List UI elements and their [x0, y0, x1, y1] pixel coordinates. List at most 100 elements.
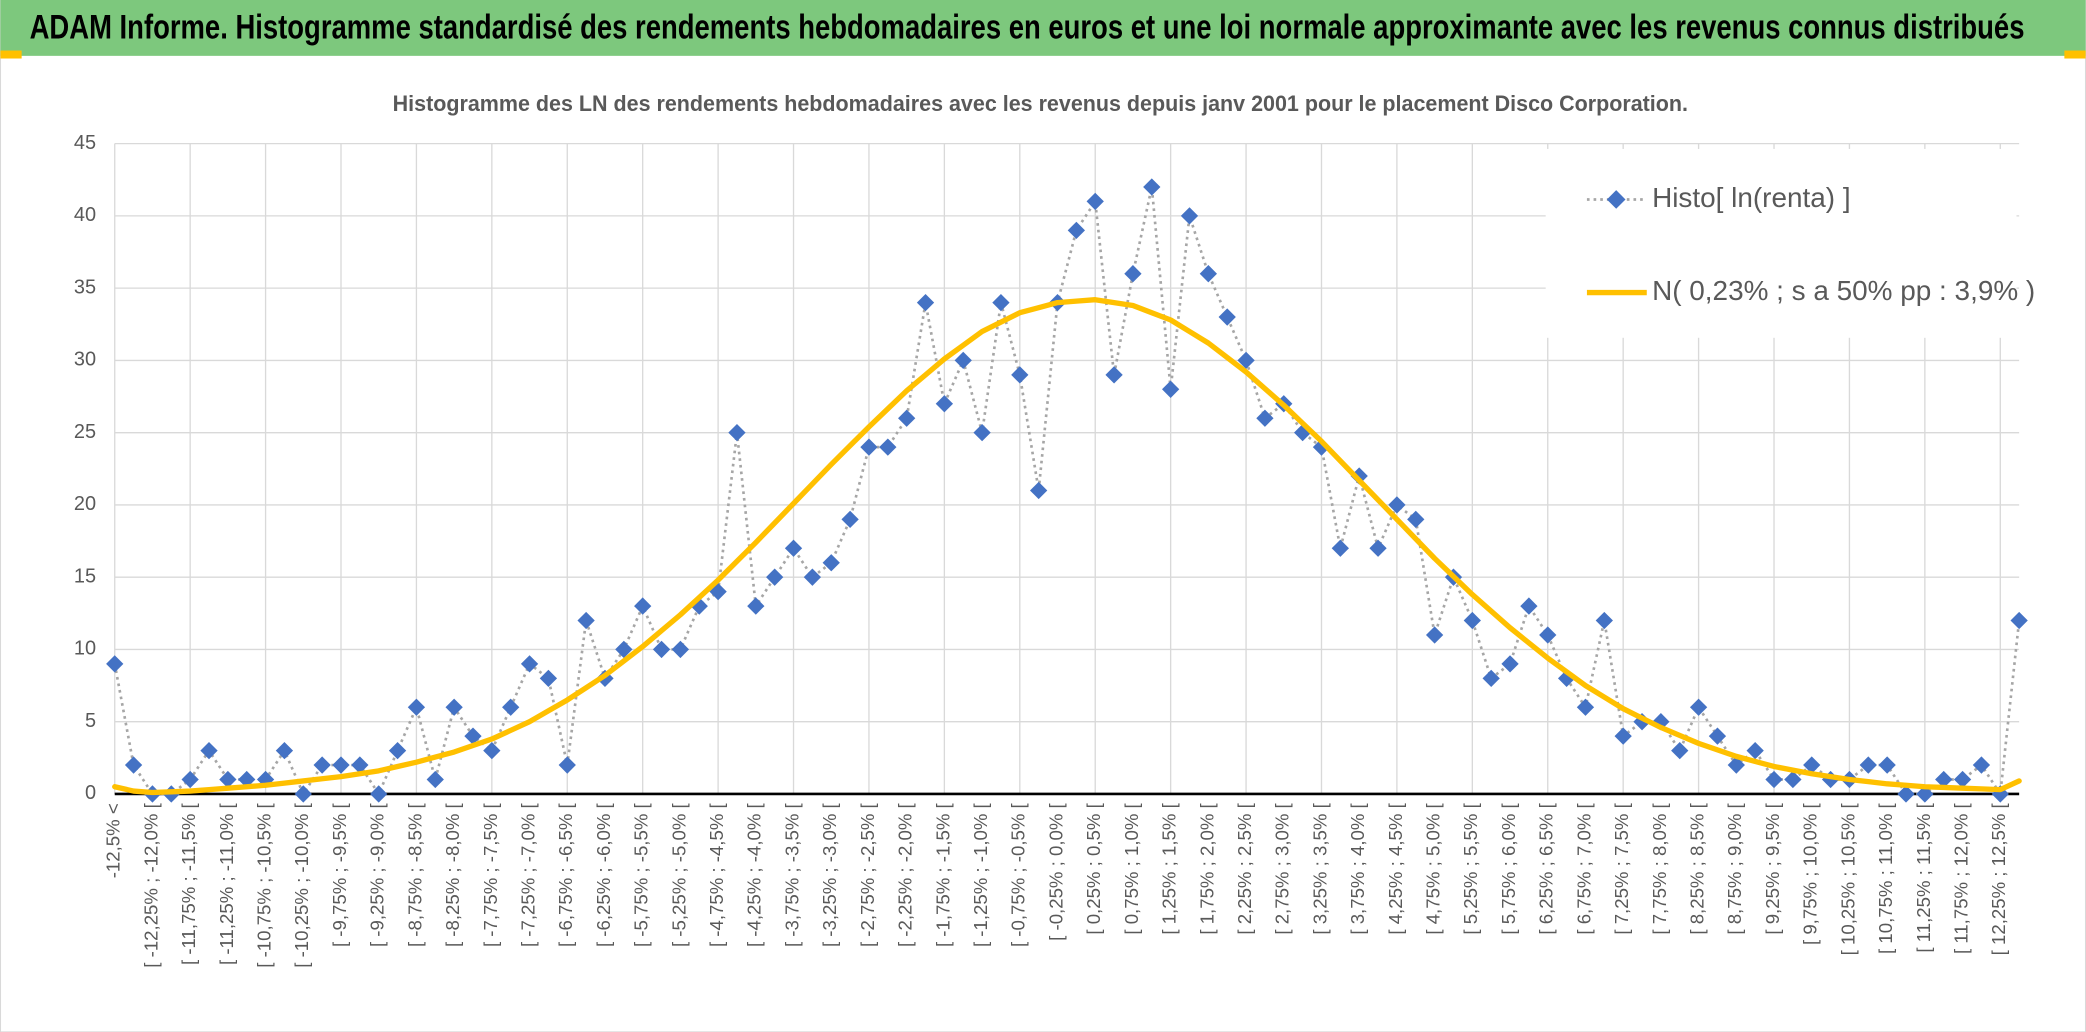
x-tick-label: [ 10,25% ; 10,5% [	[1837, 802, 1858, 955]
x-tick-label: [ 4,25% ; 4,5% [	[1385, 802, 1406, 934]
data-point	[464, 727, 482, 745]
data-point	[728, 424, 746, 442]
x-tick-label: [ 9,75% ; 10,0% [	[1800, 802, 1821, 945]
x-tick-label: [ 2,75% ; 3,0% [	[1272, 802, 1293, 934]
x-tick-label: [ -7,25% ; -7,0% [	[517, 802, 538, 947]
x-tick-label: [ 7,75% ; 8,0% [	[1649, 802, 1670, 934]
data-point	[445, 698, 463, 716]
data-point	[1143, 178, 1161, 196]
x-tick-label: [ 5,25% ; 5,5% [	[1460, 802, 1481, 934]
grid: 0 5 10 15 20 25 30 35 40 45 -12,5% < [ -12,25% ; -1…	[74, 132, 2020, 968]
x-tick-label: [ -8,75% ; -8,5% [	[404, 802, 425, 947]
y-tick-label: 45	[74, 132, 96, 154]
data-point	[1784, 770, 1802, 789]
data-point	[935, 395, 954, 413]
x-tick-label: [ -1,75% ; -1,5% [	[932, 802, 953, 947]
x-tick-label: [ 0,25% ; 0,5% [	[1083, 802, 1104, 934]
x-tick-label: [ 7,25% ; 7,5% [	[1611, 802, 1632, 934]
data-point	[1199, 265, 1217, 283]
y-tick-label: 10	[74, 638, 96, 660]
plot-area	[106, 178, 2028, 803]
x-tick-label: [ 6,25% ; 6,5% [	[1536, 802, 1557, 934]
data-point	[106, 655, 124, 673]
data-point	[219, 770, 237, 789]
x-tick-label: [ -5,75% ; -5,5% [	[631, 802, 652, 947]
data-point	[483, 741, 501, 760]
x-tick-label: [ -10,75% ; -10,5% [	[253, 802, 274, 967]
x-tick-label: [ -8,25% ; -8,0% [	[442, 802, 463, 947]
x-tick-label: [ -0,75% ; -0,5% [	[1008, 802, 1029, 947]
data-point	[1671, 741, 1689, 760]
x-tick-label: [ -6,25% ; -6,0% [	[593, 802, 614, 947]
data-point	[200, 741, 218, 760]
chart-subtitle: Histogramme des LN des rendements hebdom…	[393, 91, 1688, 116]
data-point	[1425, 626, 1444, 644]
x-tick-label: [ 11,75% ; 12,0% [	[1950, 802, 1971, 954]
data-point	[1180, 207, 1199, 225]
y-tick-label: 25	[74, 421, 96, 443]
data-point	[879, 438, 897, 456]
data-point	[1614, 727, 1632, 745]
data-point	[1237, 351, 1255, 370]
y-tick-label: 30	[74, 349, 96, 371]
x-tick-label: [ -4,75% ; -4,5% [	[706, 802, 727, 947]
x-tick-label: [ 1,75% ; 2,0% [	[1196, 802, 1217, 934]
data-point	[1953, 770, 1972, 789]
x-tick-label: [ -2,75% ; -2,5% [	[857, 802, 878, 947]
x-tick-label: [ -3,25% ; -3,0% [	[819, 802, 840, 947]
x-tick-label: [ 5,75% ; 6,0% [	[1498, 802, 1519, 934]
x-tick-label: [ -10,25% ; -10,0% [	[291, 802, 312, 967]
x-tick-label: [ 0,75% ; 1,0% [	[1121, 802, 1142, 934]
x-tick-label: [ -1,25% ; -1,0% [	[970, 802, 991, 947]
series-line	[113, 186, 2021, 798]
x-tick-label: [ -9,75% ; -9,5% [	[329, 802, 350, 947]
data-point	[275, 741, 294, 760]
legend-label: Histo[ ln(renta) ]	[1652, 182, 1851, 213]
data-point	[860, 438, 878, 456]
data-point	[615, 640, 633, 659]
data-point	[294, 785, 312, 803]
data-point	[1746, 741, 1764, 760]
x-tick-label: [ 3,25% ; 3,5% [	[1309, 802, 1330, 934]
data-point	[1218, 308, 1236, 326]
data-point	[1539, 626, 1557, 644]
data-point	[407, 698, 426, 716]
data-point	[370, 785, 388, 803]
x-tick-label: -12,5% <	[103, 803, 124, 878]
series-curve	[112, 297, 2022, 796]
y-tick-label: 40	[74, 204, 96, 226]
corner-tab	[0, 50, 22, 59]
x-tick-label: [ 2,25% ; 2,5% [	[1234, 802, 1255, 934]
x-tick-label: [ 12,25% ; 12,5% [	[1988, 802, 2009, 955]
x-tick-label: [ 11,25% ; 11,5% [	[1913, 802, 1934, 952]
x-tick-label: [ -2,25% ; -2,0% [	[895, 802, 916, 947]
x-tick-label: [ 3,75% ; 4,0% [	[1347, 802, 1368, 934]
data-point	[803, 568, 822, 586]
legend-label: N( 0,23% ; s a 50% pp : 3,9% )	[1652, 275, 2035, 306]
data-point	[1030, 481, 1048, 500]
y-tick-label: 20	[74, 493, 96, 515]
data-point	[973, 424, 991, 442]
data-point	[1916, 785, 1934, 803]
legend-box	[1545, 148, 2017, 338]
data-point	[2010, 611, 2028, 630]
data-point	[181, 770, 199, 789]
data-point	[1011, 366, 1029, 384]
legend-marker	[1606, 190, 1626, 209]
x-tick-label: [ 9,25% ; 9,5% [	[1762, 802, 1783, 934]
title-banner	[0, 0, 2086, 56]
data-point	[1689, 698, 1708, 716]
x-tick-label: [ -5,25% ; -5,0% [	[668, 802, 689, 947]
data-point	[1595, 611, 1613, 630]
data-point	[1388, 496, 1406, 514]
data-point	[1463, 611, 1481, 630]
data-point	[1576, 698, 1595, 716]
x-tick-label: [ 1,25% ; 1,5% [	[1159, 802, 1180, 934]
data-point	[1708, 727, 1727, 745]
x-tick-label: [ -12,25% ; -12,0% [	[140, 802, 161, 967]
data-point	[520, 655, 539, 673]
x-tick-label: [ -6,75% ; -6,5% [	[555, 802, 576, 947]
y-tick-label: 5	[85, 710, 96, 732]
